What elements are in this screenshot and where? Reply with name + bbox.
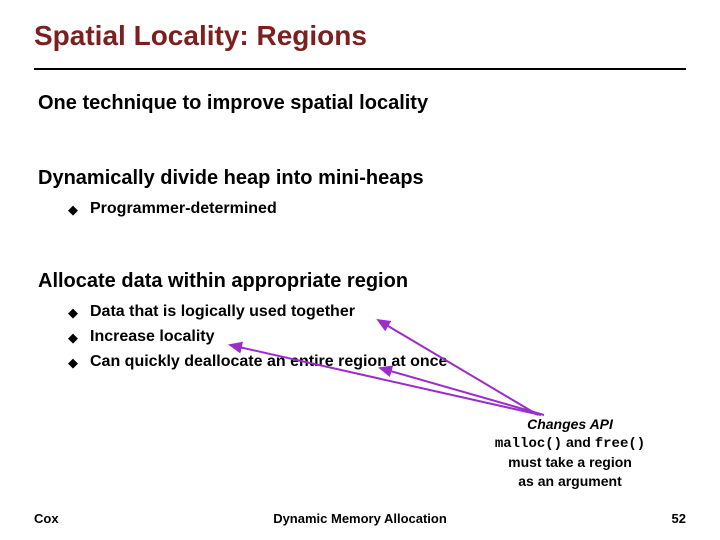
bullet-4: Can quickly deallocate an entire region … xyxy=(90,353,447,371)
title-rule xyxy=(34,68,686,70)
footer-page-number: 52 xyxy=(672,511,686,526)
bullet-icon: ◆ xyxy=(68,330,78,346)
bullet-icon: ◆ xyxy=(68,305,78,321)
slide-title: Spatial Locality: Regions xyxy=(34,20,367,52)
arrow-line xyxy=(380,368,544,415)
heading-3: Allocate data within appropriate region xyxy=(38,270,408,293)
bullet-icon: ◆ xyxy=(68,202,78,218)
callout-line-1: Changes API xyxy=(460,415,680,433)
bullet-3: Increase locality xyxy=(90,328,215,346)
slide: Spatial Locality: Regions One technique … xyxy=(0,0,720,540)
callout-line-3: must take a region xyxy=(460,453,680,471)
bullet-1: Programmer-determined xyxy=(90,200,277,218)
footer-title: Dynamic Memory Allocation xyxy=(0,511,720,526)
bullet-icon: ◆ xyxy=(68,355,78,371)
callout-line-4: as an argument xyxy=(460,472,680,490)
heading-2: Dynamically divide heap into mini-heaps xyxy=(38,167,424,190)
heading-1: One technique to improve spatial localit… xyxy=(38,92,428,115)
bullet-2: Data that is logically used together xyxy=(90,303,355,321)
callout-line-2: malloc() and free() xyxy=(460,433,680,453)
callout-box: Changes API malloc() and free() must tak… xyxy=(460,415,680,490)
